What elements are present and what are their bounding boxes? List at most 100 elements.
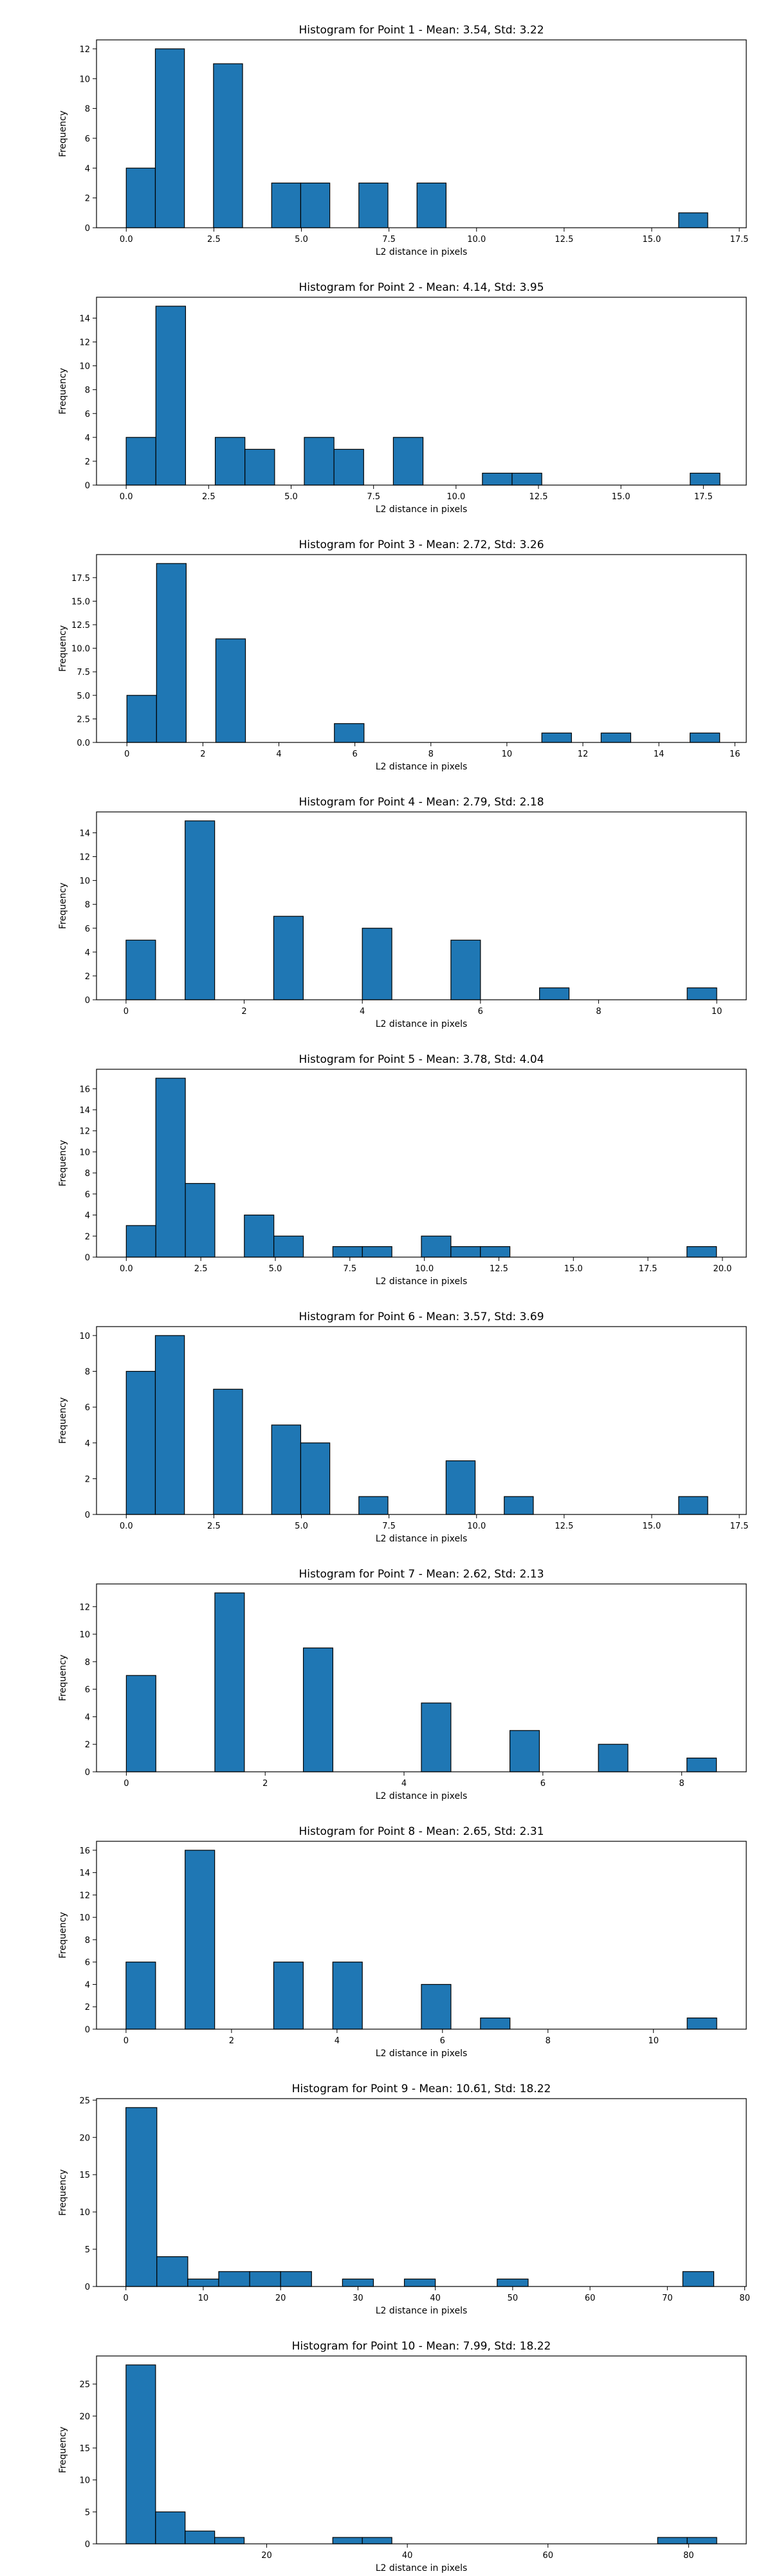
x-tick-label: 2 [241,1007,246,1017]
y-tick-label: 0 [85,2283,90,2292]
x-tick-label: 0 [124,2036,129,2046]
y-axis-label-10: Frequency [58,2427,68,2473]
histogram-bar [125,2107,158,2287]
histogram-bar [342,2278,374,2287]
y-tick-label: 10.0 [71,645,90,654]
chart-title-1: Histogram for Point 1 - Mean: 3.54, Std:… [299,24,544,37]
histogram-bar [125,939,156,1000]
y-axis-label-5: Frequency [58,1140,68,1186]
histogram-bar [213,63,243,228]
histogram-bar [155,1078,186,1258]
histogram-bar [218,2271,250,2287]
histogram-bar [185,1182,216,1258]
chart-title-10: Histogram for Point 10 - Mean: 7.99, Std… [292,2340,551,2353]
x-tick-label: 60 [542,2551,553,2561]
x-tick-label: 0 [124,1779,129,1789]
histogram-bar [300,182,331,228]
x-axis-label-6: L2 distance in pixels [376,1534,468,1544]
histogram-bar [125,437,156,486]
histogram-bar [682,2271,715,2287]
y-tick-label: 4 [85,1713,90,1722]
y-tick-label: 10 [79,2208,90,2218]
x-tick-label: 7.5 [367,492,380,502]
x-tick-label: 15.0 [643,235,661,244]
x-axis-label-2: L2 distance in pixels [376,504,468,515]
histogram-panel-3: Histogram for Point 3 - Mean: 2.72, Std:… [58,538,747,772]
y-tick-label: 8 [85,1658,90,1668]
x-tick-label: 5.0 [295,1522,308,1531]
histogram-bar [511,472,542,486]
histogram-bar [657,2537,688,2544]
histogram-bar [678,1496,708,1515]
histogram-bar [482,472,513,486]
histogram-bar [689,732,721,743]
plot-frame-1 [96,39,747,228]
y-tick-label: 2 [85,1740,90,1750]
histogram-bar [273,915,304,1000]
y-tick-label: 12 [79,1603,90,1612]
x-tick-label: 17.5 [639,1264,657,1274]
y-tick-label: 12 [79,1127,90,1137]
y-tick-label: 5 [85,2245,90,2255]
histogram-bar [421,1235,452,1258]
x-tick-label: 2.5 [194,1264,208,1274]
histogram-bar [125,2364,156,2544]
y-tick-label: 10 [79,75,90,84]
x-tick-label: 20 [275,2294,286,2303]
y-tick-label: 6 [85,1686,90,1695]
histogram-bar [600,732,632,743]
x-tick-label: 7.5 [382,1522,396,1531]
y-axis-label-3: Frequency [58,625,68,672]
x-tick-label: 12.5 [529,492,548,502]
y-tick-label: 2 [85,194,90,204]
x-tick-label: 15.0 [612,492,630,502]
histogram-bar [497,2278,529,2287]
plot-frame-8 [96,1841,747,2030]
y-axis-label-4: Frequency [58,883,68,929]
y-tick-label: 2 [85,2003,90,2012]
x-tick-label: 4 [360,1007,365,1017]
histogram-bar [504,1496,534,1515]
y-tick-label: 4 [85,1980,90,1990]
histogram-bar [125,1370,156,1515]
x-tick-label: 2.5 [207,235,221,244]
histogram-panel-6: Histogram for Point 6 - Mean: 3.57, Std:… [58,1311,749,1544]
histogram-bar [333,448,364,486]
histogram-bar [213,1388,243,1515]
x-axis-label-1: L2 distance in pixels [376,247,468,257]
histogram-panel-8: Histogram for Point 8 - Mean: 2.65, Std:… [58,1825,747,2059]
x-tick-label: 10.0 [467,235,486,244]
x-axis-label-5: L2 distance in pixels [376,1276,468,1287]
x-tick-label: 70 [662,2294,673,2303]
x-tick-label: 20.0 [713,1264,731,1274]
x-tick-label: 40 [402,2551,413,2561]
histogram-bar [690,472,721,486]
y-tick-label: 2 [85,1232,90,1242]
x-tick-label: 2 [229,2036,234,2046]
histogram-bar [686,2537,717,2544]
x-tick-label: 0 [124,750,129,759]
x-tick-label: 6 [440,2036,445,2046]
histogram-bar [598,1743,629,1772]
x-axis-label-7: L2 distance in pixels [376,1791,468,1801]
y-axis-label-1: Frequency [58,111,68,157]
y-tick-label: 16 [79,1846,90,1856]
y-tick-label: 0 [85,2540,90,2550]
y-tick-label: 6 [85,134,90,144]
histogram-bar [244,448,275,486]
y-tick-label: 2 [85,972,90,982]
x-tick-label: 2.5 [207,1522,221,1531]
y-tick-label: 8 [85,1169,90,1179]
x-tick-label: 5.0 [269,1264,282,1274]
histogram-bar [300,1442,331,1515]
y-axis-label-7: Frequency [58,1655,68,1701]
y-tick-label: 8 [85,105,90,115]
x-tick-label: 2 [200,750,205,759]
histogram-bar [214,2537,245,2544]
y-tick-label: 12 [79,338,90,348]
y-tick-label: 4 [85,948,90,958]
histogram-bar [155,306,187,486]
histogram-bar [678,212,708,228]
histogram-bar [185,2530,216,2544]
